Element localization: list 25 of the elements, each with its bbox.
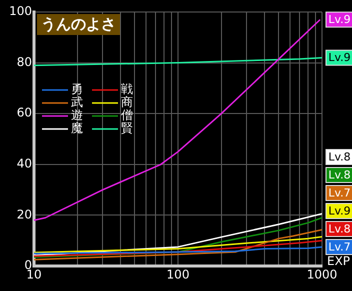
text: Lv.7 [328,240,351,254]
y-tick-label: 100 [9,4,32,18]
x-tick-label: 1000 [306,267,338,282]
legend-label: 勇 [71,82,83,96]
text: Lv.9 [328,51,351,64]
y-tick-label: 60 [16,106,32,120]
text: Lv.8 [328,168,351,182]
y-tick-label: 20 [16,207,32,222]
legend-label: 賢 [121,121,133,136]
legend-label: 遊 [71,108,83,122]
y-tick-label: 40 [16,156,32,171]
text: Lv.8 [328,150,351,164]
x-axis-title: EXP [327,254,350,268]
text: Lv.9 [328,204,351,218]
x-tick-label: 100 [166,267,190,282]
chart-title: うんのよさ [41,14,116,33]
text: Lv.7 [328,186,351,200]
legend-label: 商 [121,95,133,110]
legend-label: 武 [71,95,83,110]
legend-label: 僧 [121,108,133,122]
text: Lv.8 [328,222,351,236]
y-tick-label: 80 [16,54,32,69]
legend-label: 戦 [121,82,133,96]
legend-label: 魔 [71,121,83,136]
text: Lv.9 [328,12,351,26]
